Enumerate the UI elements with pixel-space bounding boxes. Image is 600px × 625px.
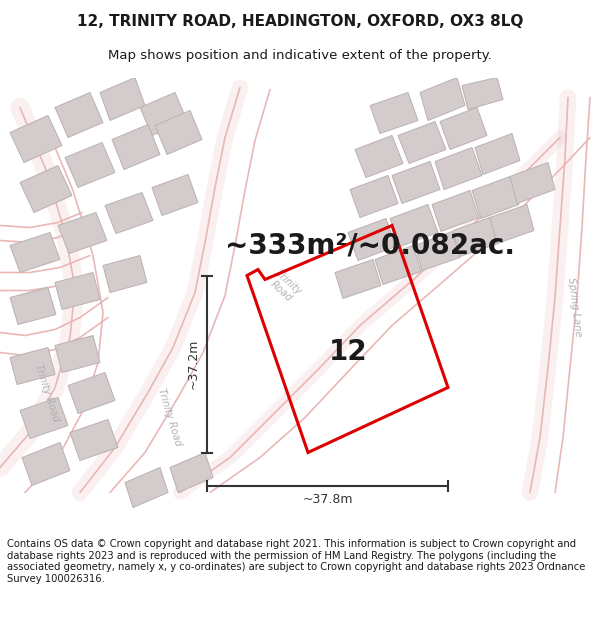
Text: Map shows position and indicative extent of the property.: Map shows position and indicative extent…	[108, 49, 492, 62]
Polygon shape	[55, 272, 100, 309]
Polygon shape	[20, 398, 68, 439]
Polygon shape	[453, 217, 498, 256]
Polygon shape	[420, 78, 465, 121]
Text: 12: 12	[329, 339, 367, 366]
Polygon shape	[155, 111, 202, 154]
Polygon shape	[435, 148, 482, 189]
Polygon shape	[355, 136, 403, 178]
Polygon shape	[398, 121, 446, 164]
Polygon shape	[390, 204, 438, 246]
Polygon shape	[415, 231, 460, 271]
Polygon shape	[472, 176, 519, 219]
Text: Trinity
Road: Trinity Road	[266, 269, 304, 306]
Polygon shape	[10, 116, 62, 162]
Polygon shape	[55, 92, 103, 138]
Text: Trinity Road: Trinity Road	[33, 362, 61, 423]
Polygon shape	[375, 246, 421, 284]
Text: Contains OS data © Crown copyright and database right 2021. This information is : Contains OS data © Crown copyright and d…	[7, 539, 586, 584]
Text: ~37.8m: ~37.8m	[302, 493, 353, 506]
Text: Spring Lane: Spring Lane	[566, 278, 584, 338]
Polygon shape	[103, 256, 147, 292]
Polygon shape	[10, 348, 55, 384]
Polygon shape	[125, 468, 168, 508]
Polygon shape	[432, 191, 479, 231]
Polygon shape	[10, 288, 56, 324]
Polygon shape	[392, 161, 440, 204]
Polygon shape	[112, 124, 160, 169]
Polygon shape	[350, 176, 398, 218]
Polygon shape	[170, 452, 213, 493]
Text: ~333m²/~0.082ac.: ~333m²/~0.082ac.	[225, 231, 515, 259]
Polygon shape	[100, 78, 145, 121]
Polygon shape	[10, 232, 60, 272]
Polygon shape	[68, 372, 115, 414]
Polygon shape	[140, 92, 187, 136]
Polygon shape	[510, 162, 555, 204]
Text: 12, TRINITY ROAD, HEADINGTON, OXFORD, OX3 8LQ: 12, TRINITY ROAD, HEADINGTON, OXFORD, OX…	[77, 14, 523, 29]
Polygon shape	[475, 134, 520, 174]
Polygon shape	[490, 204, 534, 244]
Text: Trinity Road: Trinity Road	[157, 388, 184, 448]
Polygon shape	[462, 78, 503, 109]
Polygon shape	[70, 419, 118, 461]
Polygon shape	[348, 219, 396, 261]
Polygon shape	[22, 442, 70, 486]
Polygon shape	[152, 174, 198, 216]
Polygon shape	[370, 92, 418, 134]
Polygon shape	[20, 166, 72, 212]
Polygon shape	[55, 336, 100, 372]
Polygon shape	[440, 107, 487, 149]
Text: ~37.2m: ~37.2m	[187, 339, 199, 389]
Polygon shape	[58, 213, 107, 254]
Polygon shape	[105, 192, 153, 234]
Polygon shape	[335, 259, 381, 299]
Polygon shape	[65, 142, 115, 188]
